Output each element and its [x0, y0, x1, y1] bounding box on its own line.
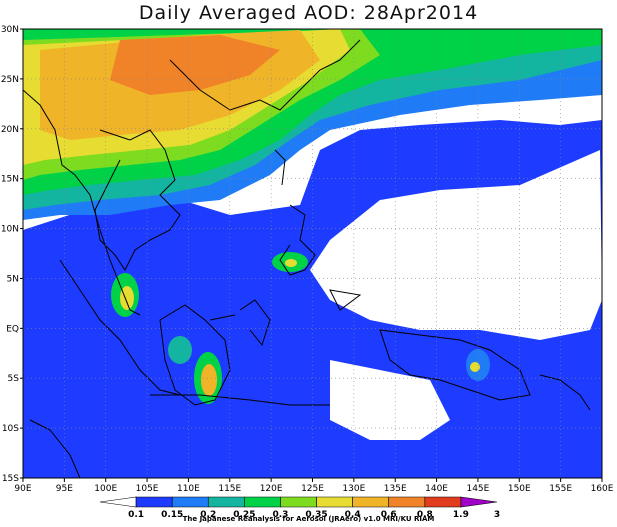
aod-hotspot-mindanao-core — [285, 259, 297, 267]
colorbar-label: 0.25 — [233, 510, 255, 520]
lon-tick-label: 100E — [94, 484, 117, 494]
colorbar-swatch — [244, 496, 281, 508]
lon-tick-label: 95E — [56, 484, 73, 494]
colorbar-swatch — [99, 496, 137, 508]
lon-tick-label: 140E — [425, 484, 448, 494]
aod-hotspot-borneo-core — [201, 364, 217, 396]
colorbar-label: 0.4 — [345, 510, 361, 520]
colorbar-swatch — [280, 496, 317, 508]
lon-tick-label: 125E — [301, 484, 324, 494]
lon-tick-label: 135E — [384, 484, 407, 494]
colorbar-label: 0.35 — [305, 510, 327, 520]
aod-region-darkorange — [110, 35, 280, 95]
aod-hotspot-newguinea-core — [470, 362, 480, 372]
lat-tick-label: 5S — [8, 374, 20, 384]
lon-tick-label: 90E — [14, 484, 31, 494]
colorbar-swatch — [171, 496, 209, 508]
aod-region-clean-east — [310, 150, 602, 340]
colorbar-label: 0.8 — [417, 510, 433, 520]
lon-tick-label: 160E — [591, 484, 614, 494]
lon-tick-label: 110E — [177, 484, 200, 494]
aod-region-clean-south — [330, 360, 450, 440]
lon-tick-label: 105E — [136, 484, 159, 494]
lat-tick-label: 10S — [2, 424, 19, 434]
lat-tick-label: 5N — [7, 274, 19, 284]
colorbar: 0.1 0.15 0.2 0.25 0.3 0.35 0.4 0.6 0.8 1.9 3 — [99, 496, 500, 520]
colorbar-swatch — [460, 496, 498, 508]
lat-tick-label: 15S — [2, 474, 19, 484]
aod-field — [23, 29, 602, 478]
colorbar-swatch — [424, 496, 462, 508]
lat-tick-label: 20N — [1, 125, 19, 135]
lon-tick-label: 150E — [508, 484, 531, 494]
lat-tick-label: 15N — [1, 175, 19, 185]
colorbar-label: 3 — [494, 510, 500, 520]
lat-tick-label: 10N — [1, 225, 19, 235]
lon-tick-label: 145E — [466, 484, 489, 494]
colorbar-label: 0.2 — [200, 510, 216, 520]
colorbar-swatch — [207, 496, 245, 508]
map-title: Daily Averaged AOD: 28Apr2014 — [138, 2, 479, 24]
lon-tick-label: 130E — [342, 484, 365, 494]
aod-region-blue-east — [455, 330, 602, 440]
aod-hotspot-sulawesi — [168, 336, 192, 364]
lat-tick-label: 30N — [1, 25, 19, 35]
colorbar-label: 0.1 — [128, 510, 144, 520]
colorbar-swatch — [352, 496, 390, 508]
longitude-axis: 90E 95E 100E 105E 110E 115E 120E 125E 130E 135E 14… — [14, 478, 614, 494]
colorbar-label: 0.15 — [161, 510, 183, 520]
lat-tick-label: 25N — [1, 75, 19, 85]
colorbar-label: 0.6 — [381, 510, 397, 520]
colorbar-swatch — [135, 496, 173, 508]
coastlines — [23, 39, 591, 478]
lon-tick-label: 120E — [260, 484, 283, 494]
colorbar-label: 1.9 — [453, 510, 469, 520]
latitude-axis: 30N 25N 20N 15N 10N 5N EQ 5S 10S 15S — [1, 25, 23, 484]
colorbar-label: 0.3 — [272, 510, 288, 520]
lat-tick-label: EQ — [6, 324, 19, 334]
lon-tick-label: 115E — [218, 484, 241, 494]
colorbar-swatch — [388, 496, 426, 508]
aod-hotspot-malaysia-core — [120, 286, 134, 310]
graticule — [23, 29, 602, 478]
credit-line: The Japanese Reanalysis for Aerosol (JRA… — [182, 515, 435, 523]
lon-tick-label: 155E — [549, 484, 572, 494]
colorbar-swatch — [316, 496, 353, 508]
